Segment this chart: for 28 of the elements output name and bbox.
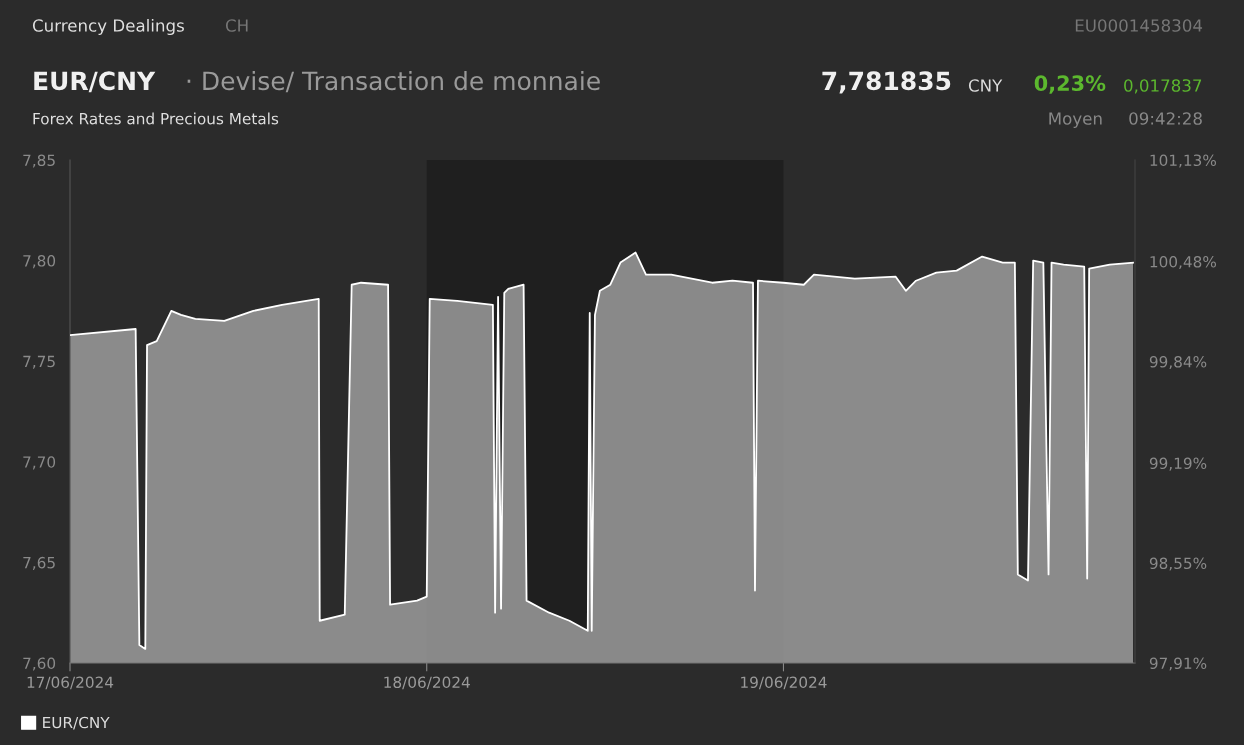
legend-label: EUR/CNY [43, 716, 110, 730]
y-tick-label: 7,70 [23, 456, 56, 470]
chart-title: EUR/CNY [34, 71, 156, 93]
text: Moyen [1049, 112, 1102, 129]
y-tick-label: 7,75 [23, 355, 55, 369]
text: CH [225, 19, 248, 32]
y2-tick-label: 98,55% [1149, 557, 1207, 571]
text: 7,781835 [822, 71, 951, 94]
text: CNY [968, 79, 1003, 92]
y-tick-label: 7,60 [23, 657, 56, 671]
y-tick-label: 7,65 [23, 556, 55, 570]
text: Forex Rates and Precious Metals [33, 112, 279, 125]
text: 0,017837 [1124, 79, 1202, 94]
y-tick-label: 7,85 [23, 154, 55, 168]
x-tick-label: 17/06/2024 [27, 676, 114, 690]
text: 09:42:28 [1129, 112, 1202, 125]
y2-tick-label: 99,19% [1149, 457, 1207, 471]
x-tick-label: 18/06/2024 [384, 676, 470, 690]
text: Currency Dealings [32, 18, 184, 36]
chart-subtitle: · Devise/ Transaction de monnaie [187, 70, 600, 93]
y-tick-label: 7,80 [23, 255, 56, 269]
y2-tick-label: 100,48% [1150, 256, 1217, 270]
x-tick-label: 19/06/2024 [741, 676, 827, 690]
y2-tick-label: 101,13% [1150, 154, 1217, 168]
y2-tick-label: 97,91% [1149, 657, 1207, 671]
text: EU0001458304 [1075, 19, 1203, 32]
text: 0,23% [1034, 75, 1106, 94]
y2-tick-label: 99,84% [1149, 355, 1207, 370]
